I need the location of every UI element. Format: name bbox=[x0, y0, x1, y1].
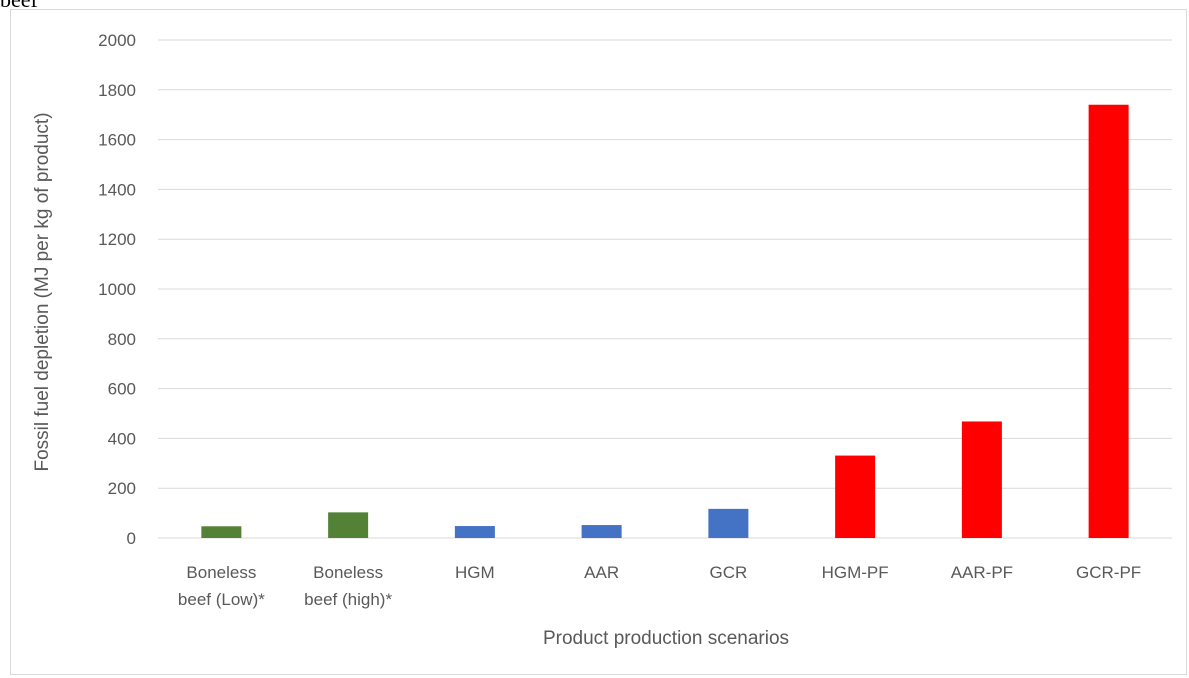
x-category-label-line: GCR bbox=[709, 563, 747, 582]
x-category-label-line: Boneless bbox=[313, 563, 383, 582]
x-category-label-line: beef (Low)* bbox=[178, 590, 265, 609]
x-category-label: GCR bbox=[709, 563, 747, 582]
y-axis-ticks: 0 200 400 600 800 1000 1200 1400 1600 1800 2000 bbox=[98, 31, 136, 548]
x-category-label-line: beef (high)* bbox=[304, 590, 392, 609]
x-category-label: HGM-PF bbox=[822, 563, 889, 582]
x-category-label-line: HGM-PF bbox=[822, 563, 889, 582]
bars bbox=[201, 104, 1129, 539]
bar bbox=[961, 421, 1002, 538]
y-tick-label: 600 bbox=[108, 380, 136, 399]
y-tick-label: 1000 bbox=[98, 280, 136, 299]
x-category-label-line: GCR-PF bbox=[1076, 563, 1141, 582]
y-tick-label: 200 bbox=[108, 479, 136, 498]
x-axis-categories: Boneless beef (Low)* Boneless beef (high)* H… bbox=[178, 563, 1141, 609]
y-tick-label: 800 bbox=[108, 330, 136, 349]
y-tick-label: 1400 bbox=[98, 180, 136, 199]
y-tick-label: 0 bbox=[127, 529, 136, 548]
bar bbox=[328, 512, 369, 538]
y-axis-title: Fossil fuel depletion (MJ per kg of prod… bbox=[32, 112, 53, 471]
x-category-label: AAR bbox=[584, 563, 619, 582]
x-category-label: GCR-PF bbox=[1076, 563, 1141, 582]
gridlines bbox=[158, 39, 1172, 539]
x-category-label: Boneless beef (Low)* bbox=[178, 563, 265, 609]
bar bbox=[708, 508, 749, 538]
y-tick-label: 400 bbox=[108, 429, 136, 448]
x-category-label-line: AAR-PF bbox=[951, 563, 1013, 582]
x-category-label-line: Boneless bbox=[186, 563, 256, 582]
y-tick-label: 1200 bbox=[98, 230, 136, 249]
y-tick-label: 2000 bbox=[98, 31, 136, 50]
bar bbox=[581, 525, 622, 538]
bar bbox=[454, 526, 495, 538]
bar bbox=[201, 526, 242, 538]
bar bbox=[1088, 104, 1129, 539]
x-category-label: Boneless beef (high)* bbox=[304, 563, 392, 609]
y-tick-label: 1600 bbox=[98, 131, 136, 150]
x-axis-title: Product production scenarios bbox=[543, 628, 789, 649]
x-category-label: AAR-PF bbox=[951, 563, 1013, 582]
chart-area bbox=[10, 9, 1187, 675]
bar bbox=[835, 455, 876, 538]
x-category-label: HGM bbox=[455, 563, 495, 582]
y-tick-label: 1800 bbox=[98, 81, 136, 100]
x-category-label-line: AAR bbox=[584, 563, 619, 582]
x-category-label-line: HGM bbox=[455, 563, 495, 582]
